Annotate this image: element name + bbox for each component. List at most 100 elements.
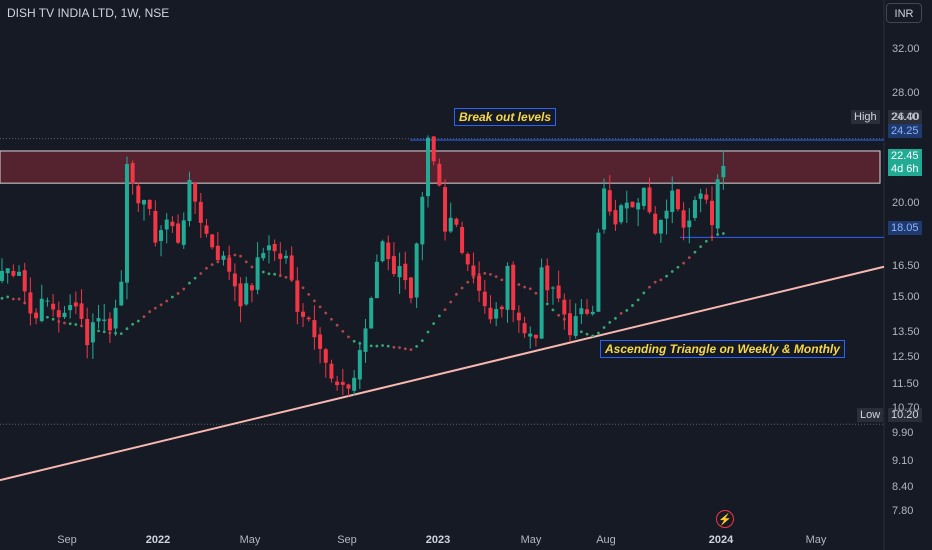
candle-body bbox=[698, 193, 703, 199]
ma-dot bbox=[426, 330, 430, 334]
ma-dot bbox=[403, 347, 407, 351]
candle-body bbox=[215, 245, 220, 261]
ma-dot bbox=[653, 280, 657, 284]
candle-body bbox=[164, 219, 169, 230]
candle-body bbox=[647, 187, 652, 213]
y-tick-label: 12.50 bbox=[892, 350, 920, 363]
ma-dot bbox=[369, 344, 373, 348]
candle-body bbox=[471, 265, 476, 276]
ma-dot bbox=[420, 339, 424, 343]
candle-body bbox=[323, 349, 328, 363]
ma-dot bbox=[318, 305, 322, 309]
candle-body bbox=[261, 253, 266, 259]
candle-body bbox=[301, 311, 306, 317]
ma-dot bbox=[381, 344, 384, 347]
candle-body bbox=[56, 310, 61, 318]
candle-body bbox=[204, 225, 209, 234]
candle-body bbox=[550, 287, 555, 289]
candle-body bbox=[562, 299, 567, 315]
ma-dot bbox=[608, 320, 612, 324]
ma-dot bbox=[341, 329, 345, 333]
ma-dot bbox=[443, 308, 447, 312]
candle-body bbox=[670, 190, 675, 213]
candle-body bbox=[573, 316, 578, 336]
y-tick-label: 9.90 bbox=[892, 427, 914, 440]
ma-dot bbox=[148, 310, 152, 314]
candle-body bbox=[380, 241, 385, 262]
ma-dot bbox=[330, 317, 333, 321]
ma-dot bbox=[659, 278, 663, 282]
x-tick-label: May bbox=[239, 534, 261, 546]
ma-dot bbox=[579, 330, 583, 334]
symbol-title[interactable]: DISH TV INDIA LTD, 1W, NSE bbox=[7, 6, 170, 20]
ma-dot bbox=[716, 233, 720, 236]
candle-body bbox=[448, 217, 453, 232]
candle-body bbox=[102, 319, 107, 321]
breakout-value-tag: 24.25 bbox=[888, 124, 922, 138]
candle-body bbox=[306, 317, 311, 320]
ma-dot bbox=[335, 323, 339, 327]
low-label: Low bbox=[857, 408, 884, 422]
candle-body bbox=[107, 318, 112, 331]
candle-body bbox=[357, 350, 362, 380]
candle-body bbox=[249, 285, 254, 291]
candle-body bbox=[187, 179, 192, 222]
ma-dot bbox=[557, 313, 561, 317]
candle-body bbox=[460, 227, 465, 253]
candle-body bbox=[153, 210, 158, 243]
ma-dot bbox=[494, 275, 498, 279]
support-value-tag: 18.05 bbox=[888, 221, 922, 235]
ma-dot bbox=[267, 272, 271, 276]
lightning-icon[interactable]: ⚡ bbox=[716, 510, 734, 528]
candle-body bbox=[658, 219, 663, 234]
ma-dot bbox=[545, 302, 549, 306]
candle-body bbox=[193, 183, 198, 202]
ma-dot bbox=[284, 275, 288, 279]
ma-dot bbox=[636, 298, 640, 302]
candle-body bbox=[147, 199, 152, 209]
candle-body bbox=[51, 303, 56, 310]
breakout-annotation: Break out levels bbox=[454, 108, 557, 126]
currency-button[interactable]: INR bbox=[886, 3, 922, 23]
candle-body bbox=[142, 200, 146, 205]
candle-body bbox=[386, 242, 391, 260]
candle-body bbox=[266, 245, 271, 251]
countdown-tag: 4d 6h bbox=[888, 162, 922, 176]
candle-body bbox=[579, 308, 584, 315]
candle-body bbox=[687, 220, 692, 228]
candle-body bbox=[130, 163, 135, 184]
ma-dot bbox=[534, 291, 538, 295]
ma-dot bbox=[273, 272, 277, 276]
candle-body bbox=[437, 163, 442, 186]
candle-body bbox=[176, 223, 181, 243]
ma-dot bbox=[313, 299, 316, 303]
ma-dot bbox=[415, 344, 419, 348]
candle-body bbox=[346, 384, 351, 389]
candle-body bbox=[369, 298, 374, 329]
candle-body bbox=[34, 312, 39, 319]
ma-dot bbox=[68, 322, 72, 326]
candle-body bbox=[602, 188, 607, 230]
candle-body bbox=[85, 318, 90, 346]
candle-body bbox=[198, 201, 203, 223]
ma-dot bbox=[193, 276, 197, 280]
ma-dot bbox=[136, 319, 140, 323]
candle-body bbox=[340, 381, 345, 385]
candle-body bbox=[28, 292, 33, 314]
x-tick-label: 2022 bbox=[145, 534, 171, 546]
y-tick-label: 9.10 bbox=[892, 454, 914, 467]
candle-body bbox=[607, 190, 612, 212]
ma-dot bbox=[102, 330, 106, 334]
candle-body bbox=[17, 271, 22, 276]
ma-dot bbox=[460, 286, 464, 290]
ma-dot bbox=[375, 344, 379, 348]
x-tick-label: 2024 bbox=[708, 534, 734, 546]
candle-body bbox=[681, 210, 686, 228]
ma-dot bbox=[153, 306, 157, 310]
candle-body bbox=[482, 291, 487, 307]
candle-body bbox=[420, 196, 425, 245]
ma-dot bbox=[670, 270, 674, 273]
candle-body bbox=[516, 312, 521, 321]
x-tick-label: May bbox=[805, 534, 827, 546]
